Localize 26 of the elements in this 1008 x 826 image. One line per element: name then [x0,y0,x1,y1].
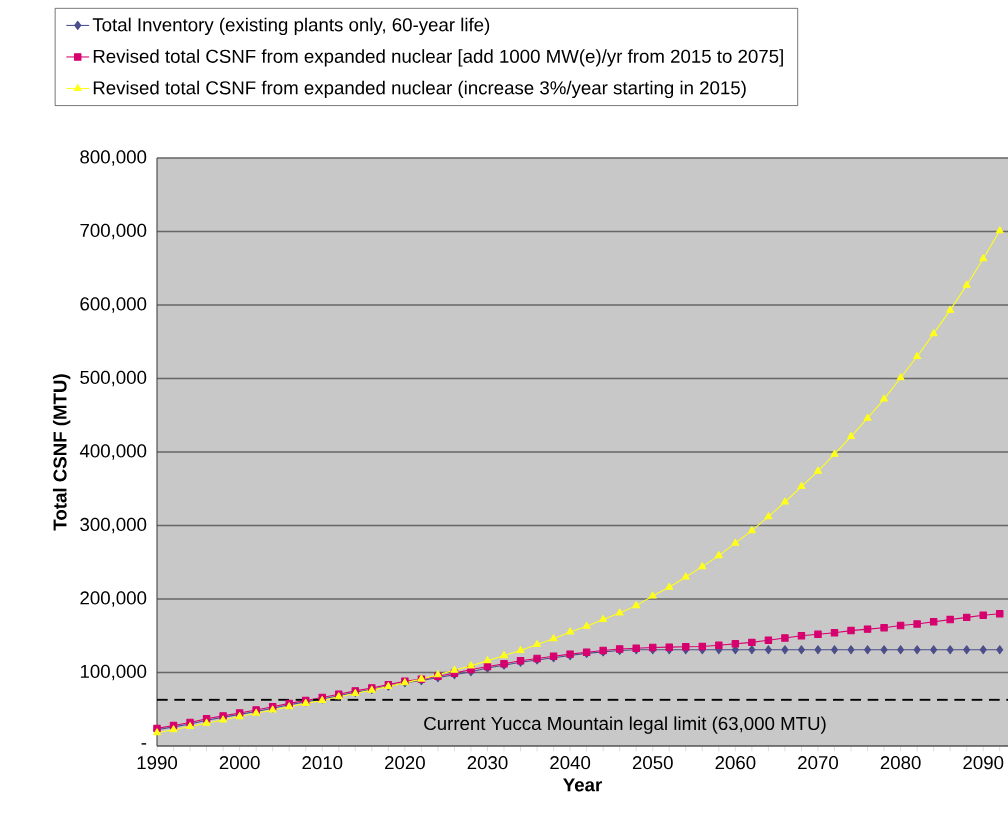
x-tick-label: 2030 [467,756,508,770]
x-tick-label: 2080 [880,756,921,770]
y-tick-label: 100,000 [80,664,147,681]
y-tick-label: 800,000 [80,150,147,166]
x-axis-title: Year [563,778,602,792]
y-axis-title: Total CSNF (MTU) [52,374,71,531]
legend-label: Revised total CSNF from expanded nuclear [add 1000 MW(e)/yr from 2015 to 2075] [93,49,783,67]
y-tick-label: 500,000 [80,370,147,387]
legend-label: Total Inventory (existing plants only, 60-year life) [92,17,490,36]
x-tick-label: 2050 [632,756,673,770]
y-tick-label: 300,000 [80,517,147,534]
y-tick-label: 600,000 [80,297,147,313]
y-tick-label: 200,000 [80,591,147,607]
legend-label: Revised total CSNF from expanded nuclear (increase 3%/year starting in 2015) [93,80,746,99]
x-tick-label: 2000 [219,756,260,770]
x-tick-label: 1990 [137,756,178,770]
y-tick-label: - [141,743,147,745]
y-tick-label: 700,000 [80,223,147,240]
x-tick-label: 2070 [798,756,839,770]
x-tick-label: 2060 [715,756,756,770]
x-tick-label: 2020 [385,756,425,770]
ref-line-label: Current Yucca Mountain legal limit (63,000 MTU) [424,716,826,734]
y-tick-label: 400,000 [79,444,147,460]
x-tick-label: 2010 [302,756,343,770]
x-tick-label: 2040 [550,756,591,770]
x-tick-label: 2090 [963,756,1004,770]
